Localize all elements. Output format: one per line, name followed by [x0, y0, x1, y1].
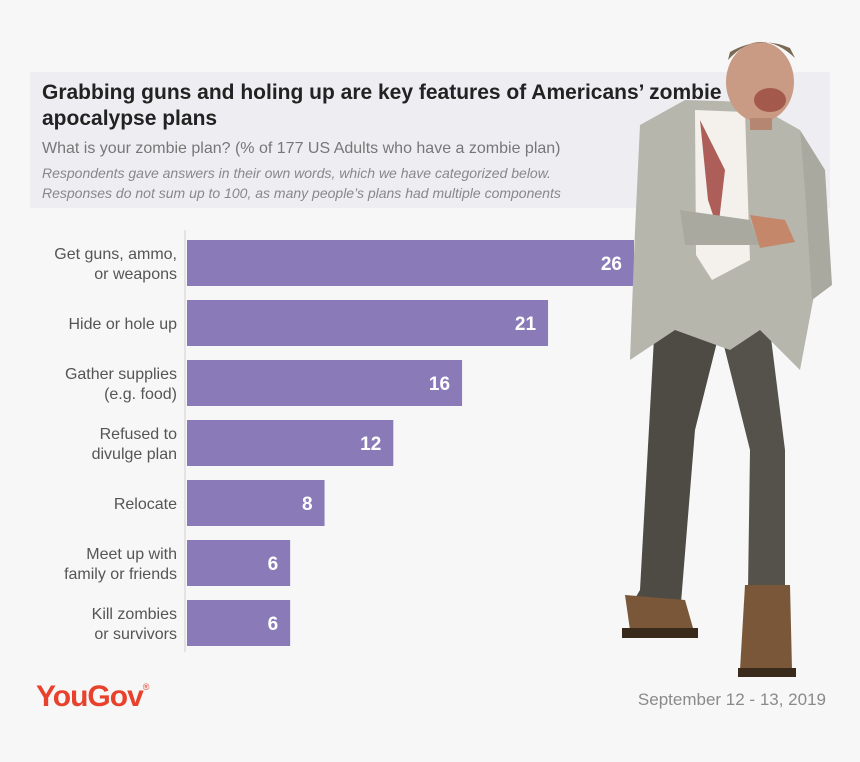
bar-0	[187, 240, 634, 286]
bar-6	[187, 600, 291, 646]
category-label-line: Meet up with	[86, 546, 177, 563]
note-line-1: Respondents gave answers in their own wo…	[42, 165, 551, 181]
logo-text: YouGov	[36, 680, 144, 713]
bar-5	[187, 540, 291, 586]
bars-group: 26 Get guns, ammo, or weapons 21 Hide or hol…	[54, 240, 634, 646]
category-label-1: Hide or hole up	[68, 316, 177, 333]
bar-value-label-2: 16	[429, 374, 450, 395]
bar-2	[187, 360, 463, 406]
category-label-line: Get guns, ammo,	[54, 246, 177, 263]
category-label-3: Refused to divulge plan	[92, 426, 178, 463]
zombie-figure-image	[622, 41, 832, 677]
bar-value-label-5: 6	[268, 554, 279, 575]
logo-registered-mark: ®	[142, 682, 150, 692]
bar-value-label-0: 26	[601, 254, 622, 275]
bar-4	[187, 480, 325, 526]
category-label-line: Refused to	[100, 426, 177, 443]
chart-note: Respondents gave answers in their own wo…	[42, 163, 561, 203]
note-line-2: Responses do not sum up to 100, as many …	[42, 185, 561, 201]
yougov-logo: YouGov®	[36, 680, 150, 714]
bar-value-label-3: 12	[360, 434, 381, 455]
category-label-0: Get guns, ammo, or weapons	[54, 246, 177, 283]
category-label-line: Gather supplies	[65, 366, 177, 383]
bar-1	[187, 300, 549, 346]
category-label-5: Meet up with family or friends	[64, 546, 177, 583]
category-label-line: or weapons	[94, 266, 177, 283]
chart-subtitle: What is your zombie plan? (% of 177 US A…	[42, 140, 561, 157]
category-label-2: Gather supplies (e.g. food)	[65, 366, 177, 403]
category-label-line: (e.g. food)	[104, 386, 177, 403]
bar-value-label-6: 6	[268, 614, 279, 635]
category-label-6: Kill zombies or survivors	[92, 606, 177, 643]
survey-date: September 12 - 13, 2019	[637, 690, 826, 709]
bar-value-label-1: 21	[515, 314, 537, 335]
category-label-line: family or friends	[64, 566, 177, 583]
category-label-line: Hide or hole up	[68, 316, 177, 333]
bar-3	[187, 420, 394, 466]
category-label-line: Kill zombies	[92, 606, 177, 623]
category-label-4: Relocate	[114, 496, 177, 513]
category-label-line: or survivors	[94, 626, 177, 643]
category-label-line: Relocate	[114, 496, 177, 513]
bar-value-label-4: 8	[302, 494, 313, 515]
category-label-line: divulge plan	[92, 446, 177, 463]
chart-title: Grabbing guns and holing up are key feat…	[42, 81, 722, 130]
